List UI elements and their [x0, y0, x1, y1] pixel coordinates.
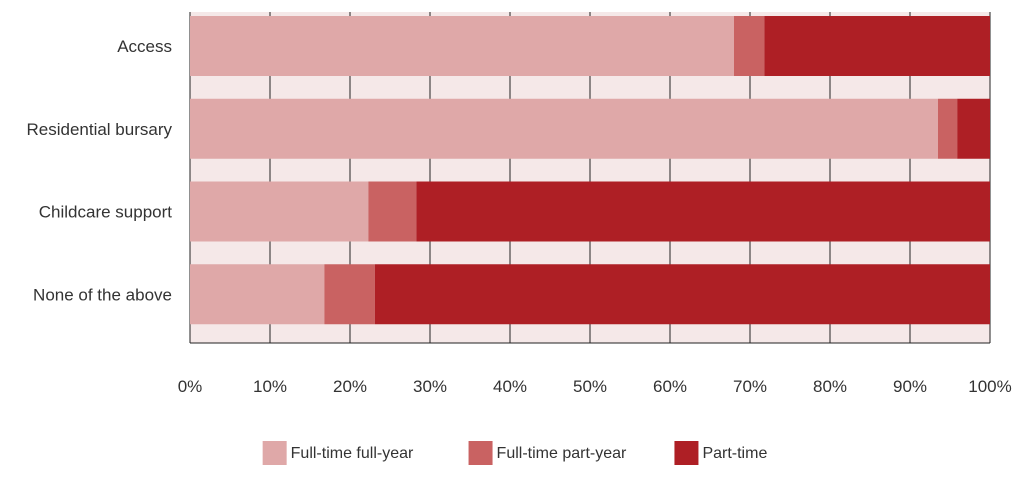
legend-item: Full-time full-year: [262, 441, 414, 465]
category-label: Childcare support: [39, 203, 173, 222]
x-tick-label: 10%: [253, 377, 287, 396]
category-label: Residential bursary: [26, 120, 172, 139]
category-label: None of the above: [33, 285, 172, 304]
bar-segment: [190, 16, 734, 76]
bar-segment: [374, 264, 990, 325]
x-tick-label: 100%: [968, 377, 1011, 396]
x-axis-tick-labels: 0% 10% 20% 30% 40% 50% 60% 70% 80% 90% 100%: [178, 377, 1012, 396]
legend: Full-time full-year Full-time part-year Pa…: [262, 441, 767, 465]
bar-segment: [368, 181, 417, 242]
legend-item: Full-time part-year: [468, 441, 627, 465]
bar-segment: [190, 181, 369, 242]
x-tick-label: 0%: [178, 377, 203, 396]
bar-segment: [957, 98, 990, 159]
x-tick-label: 80%: [813, 377, 847, 396]
x-tick-label: 90%: [893, 377, 927, 396]
bar-segment: [734, 16, 765, 76]
x-tick-label: 40%: [493, 377, 527, 396]
legend-swatch: [468, 441, 493, 465]
x-tick-label: 60%: [653, 377, 687, 396]
bar-segment: [190, 98, 938, 159]
bar-segment: [324, 264, 375, 325]
category-label: Access: [117, 37, 172, 56]
legend-swatch: [262, 441, 287, 465]
bar-segment: [416, 181, 990, 242]
x-tick-label: 50%: [573, 377, 607, 396]
x-tick-label: 70%: [733, 377, 767, 396]
legend-label: Full-time part-year: [497, 445, 627, 462]
legend-label: Full-time full-year: [291, 445, 414, 462]
legend-label: Part-time: [702, 445, 767, 462]
bar-segment: [764, 16, 990, 76]
x-tick-label: 30%: [413, 377, 447, 396]
x-tick-label: 20%: [333, 377, 367, 396]
bars: [190, 16, 990, 325]
y-axis-labels: Access Residential bursary Childcare suppo…: [26, 37, 172, 304]
bar-segment: [938, 98, 958, 159]
legend-swatch: [674, 441, 699, 465]
bar-segment: [190, 264, 325, 325]
legend-item: Part-time: [674, 441, 767, 465]
